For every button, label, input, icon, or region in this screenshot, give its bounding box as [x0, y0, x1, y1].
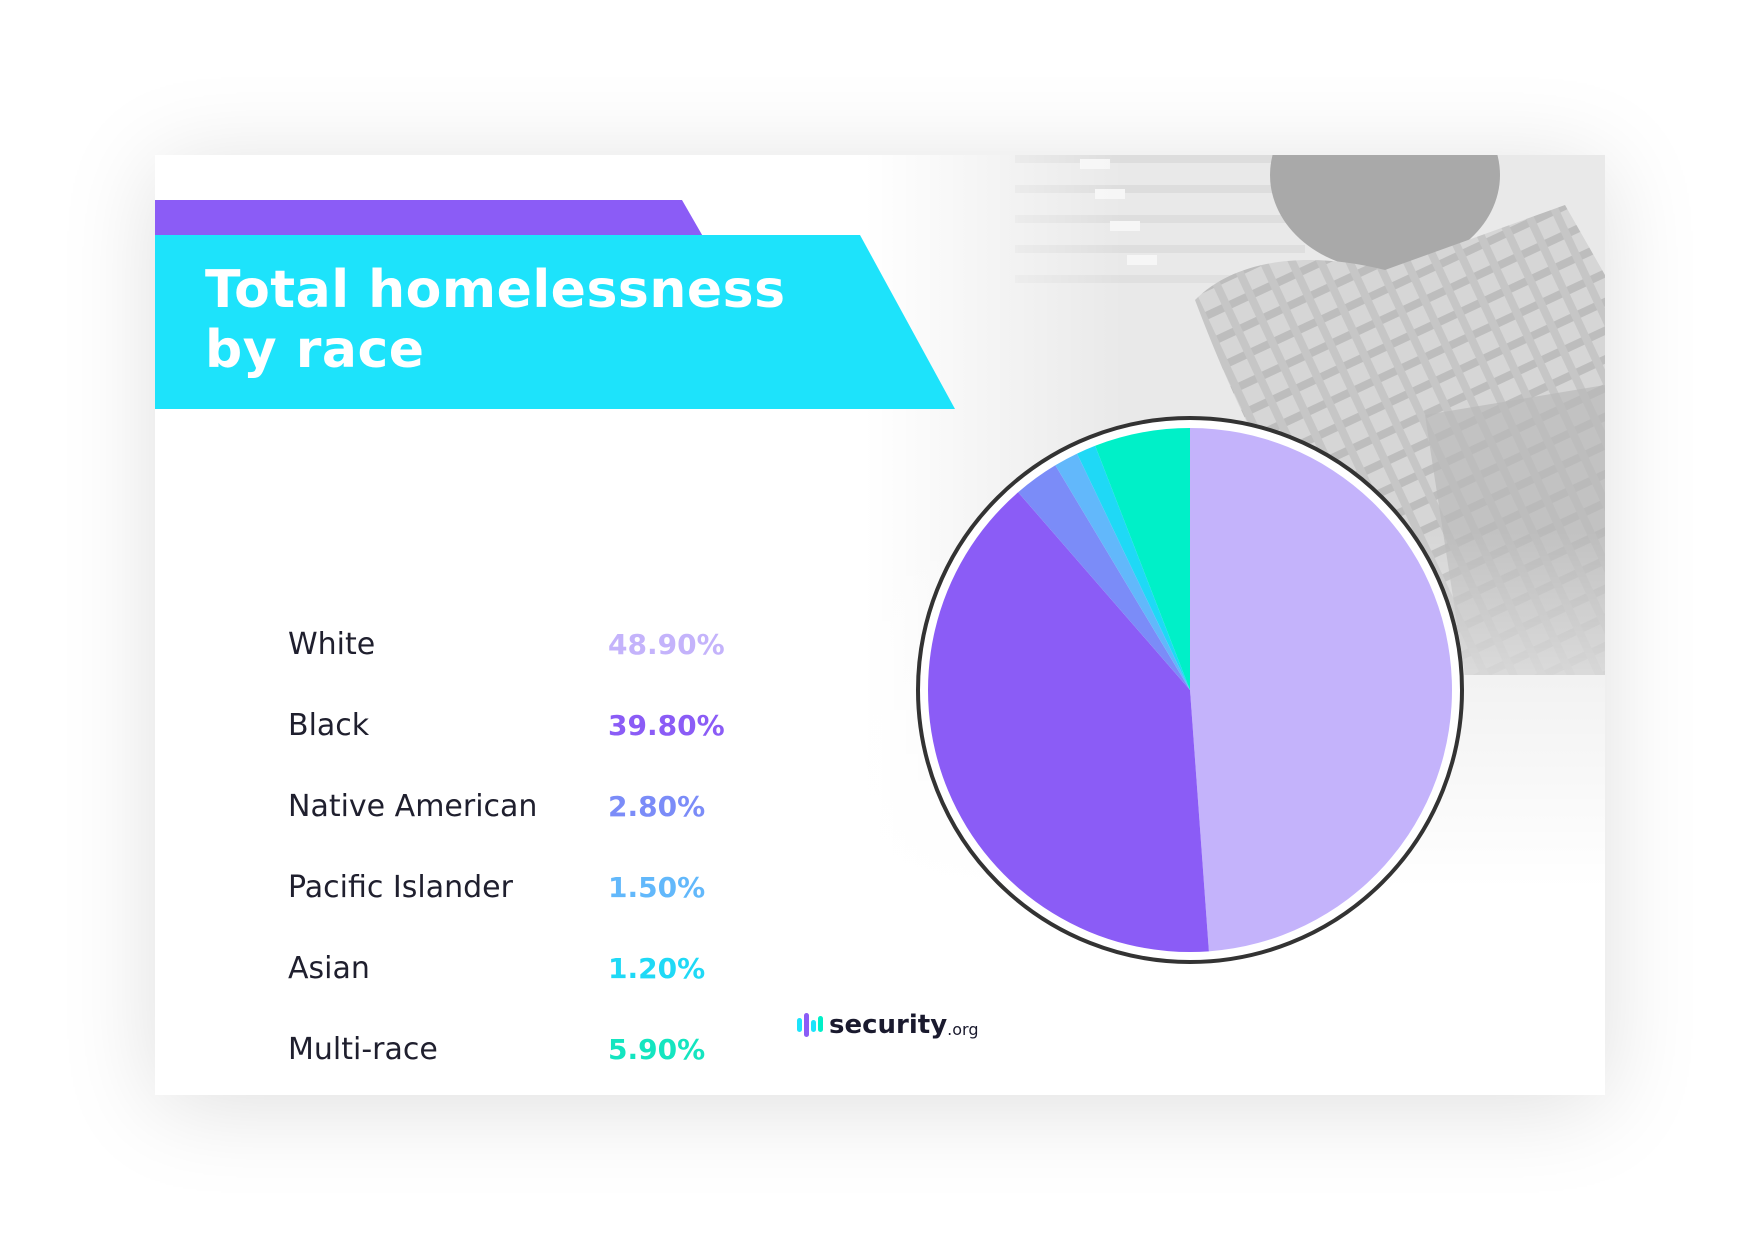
data-label: 48.90% [608, 628, 725, 661]
title-banner-accent [155, 200, 705, 240]
brand-logo: security .org [795, 1005, 978, 1045]
pie-slice-native-american [1018, 465, 1190, 690]
legend-row-pacific-islander: Pacific Islander 1.50% [288, 868, 768, 908]
pie-slice-asian [1077, 445, 1190, 690]
data-label: 39.80% [608, 709, 725, 742]
legend-row-multi-race: Multi-race 5.90% [288, 1030, 768, 1070]
chart-card: Total homelessness by race White 48.90% … [155, 155, 1605, 1095]
chart-title: Total homelessness by race [205, 260, 786, 380]
logo-name: security [829, 1010, 948, 1040]
logo-suffix: .org [947, 1019, 979, 1039]
pie-slice-black [928, 492, 1209, 952]
pie-slices [928, 428, 1452, 952]
legend-label: White [288, 627, 376, 662]
data-label: 5.90% [608, 1033, 706, 1066]
legend-label: Pacific Islander [288, 870, 513, 905]
legend-label: Native American [288, 789, 538, 824]
legend-label: Asian [288, 951, 370, 986]
pie-chart [916, 416, 1464, 964]
data-label: 1.20% [608, 952, 706, 985]
title-banner [155, 235, 955, 409]
data-label: 2.80% [608, 790, 706, 823]
legend-row-white: White 48.90% [288, 625, 768, 665]
legend-row-black: Black 39.80% [288, 706, 768, 746]
pie-slice-pacific-islander [1055, 453, 1190, 690]
security-logo-icon [797, 1013, 823, 1037]
legend-label: Multi-race [288, 1032, 438, 1067]
pie-slice-multi-race [1095, 428, 1190, 690]
legend-label: Black [288, 708, 370, 743]
legend-row-asian: Asian 1.20% [288, 949, 768, 989]
pie-slice-white [1190, 428, 1452, 952]
data-label: 1.50% [608, 871, 706, 904]
legend-row-native-american: Native American 2.80% [288, 787, 768, 827]
